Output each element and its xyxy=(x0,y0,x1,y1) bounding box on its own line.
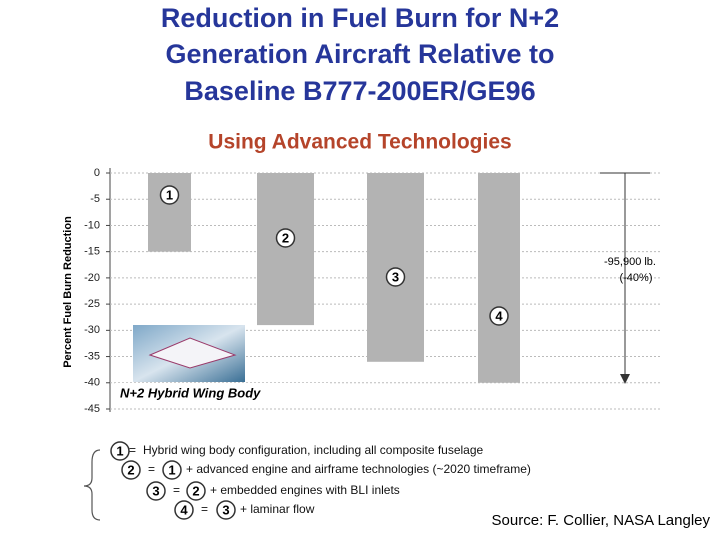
title-line: Generation Aircraft Relative to xyxy=(165,39,554,69)
legend-id-circle xyxy=(146,481,166,501)
brace xyxy=(83,449,101,521)
legend-id: 1 xyxy=(116,443,123,458)
legend-ref: 2 xyxy=(192,483,199,498)
annotation: -95,900 lb. xyxy=(604,256,656,268)
legend-text: + advanced engine and airframe technolog… xyxy=(186,462,531,476)
arrow-head xyxy=(620,374,630,384)
y-tick-label: -30 xyxy=(84,324,100,336)
title-line: Baseline B777-200ER/GE96 xyxy=(184,76,535,106)
y-axis-label: Percent Fuel Burn Reduction xyxy=(62,216,74,368)
legend-equals: = xyxy=(173,483,180,497)
y-tick-label: -40 xyxy=(84,377,100,389)
annotation: (-40%) xyxy=(619,272,652,284)
image-caption: N+2 Hybrid Wing Body xyxy=(120,385,261,400)
bar-label: 4 xyxy=(495,308,503,323)
bar-label: 3 xyxy=(392,269,399,284)
legend-id: 3 xyxy=(152,483,159,498)
bar-label: 1 xyxy=(166,187,173,202)
legend-id-circle xyxy=(121,460,141,480)
bar-label-circle xyxy=(275,228,296,248)
bar-label-circle xyxy=(489,306,509,326)
y-tick-label: -10 xyxy=(84,219,100,231)
y-tick-label: -45 xyxy=(84,403,100,415)
legend-text: + laminar flow xyxy=(240,502,315,516)
legend-ref-circle xyxy=(216,500,236,520)
y-tick-label: -35 xyxy=(84,350,100,362)
legend-ref-circle xyxy=(186,481,206,501)
y-tick-label: -15 xyxy=(84,246,100,258)
bar xyxy=(148,173,191,252)
legend-ref: 3 xyxy=(222,502,229,517)
y-tick-label: 0 xyxy=(94,167,100,179)
title-line: Reduction in Fuel Burn for N+2 xyxy=(161,3,559,33)
legend-text: Hybrid wing body configuration, includin… xyxy=(143,443,484,457)
bar-label: 2 xyxy=(282,230,289,245)
legend-id-circle xyxy=(110,441,130,461)
source: Source: F. Collier, NASA Langley xyxy=(492,512,711,529)
legend-id: 2 xyxy=(127,462,134,477)
legend-text: + embedded engines with BLI inlets xyxy=(210,483,400,497)
legend-equals: = xyxy=(129,443,136,457)
bar-label-circle xyxy=(159,185,180,205)
legend-id: 4 xyxy=(180,502,188,517)
caption-box xyxy=(115,383,330,405)
legend-equals: = xyxy=(201,502,208,516)
y-tick-label: -5 xyxy=(90,193,100,205)
bar-label-circle xyxy=(385,267,406,287)
aircraft-shape xyxy=(148,337,237,369)
legend-ref-circle xyxy=(162,460,182,480)
bar xyxy=(478,173,520,383)
y-tick-label: -25 xyxy=(84,298,100,310)
legend-equals: = xyxy=(148,462,155,476)
legend-id-circle xyxy=(174,500,194,520)
bar xyxy=(257,173,314,326)
subtitle: Using Advanced Technologies xyxy=(208,131,511,154)
legend-ref: 1 xyxy=(168,462,175,477)
y-tick-label: -20 xyxy=(84,272,100,284)
